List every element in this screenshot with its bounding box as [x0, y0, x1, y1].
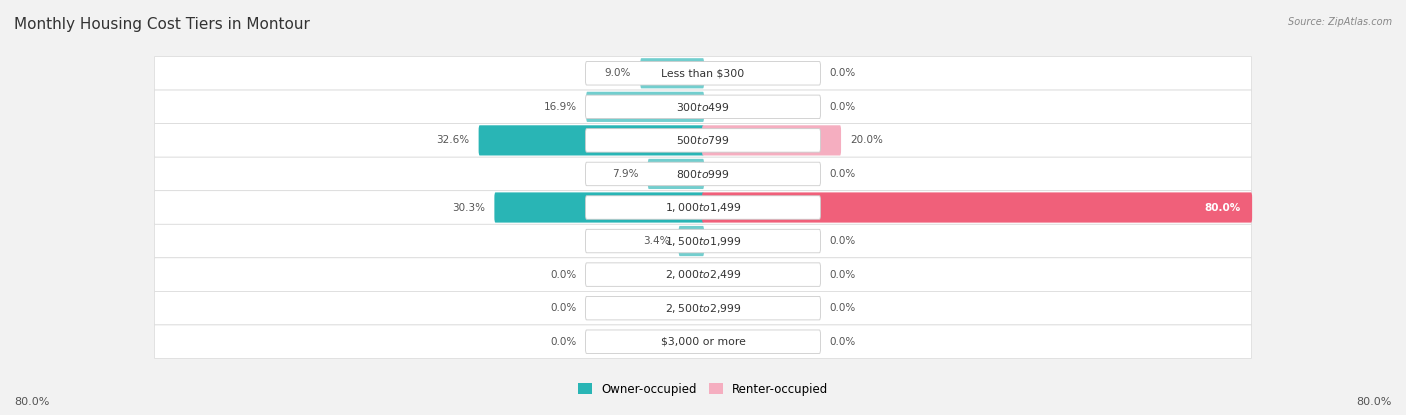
Text: Monthly Housing Cost Tiers in Montour: Monthly Housing Cost Tiers in Montour: [14, 17, 309, 32]
FancyBboxPatch shape: [155, 291, 1251, 325]
Text: Less than $300: Less than $300: [661, 68, 745, 78]
Text: 30.3%: 30.3%: [453, 203, 485, 212]
FancyBboxPatch shape: [585, 95, 821, 119]
FancyBboxPatch shape: [155, 124, 1251, 157]
Text: 3.4%: 3.4%: [643, 236, 669, 246]
FancyBboxPatch shape: [648, 159, 704, 189]
FancyBboxPatch shape: [155, 191, 1251, 224]
FancyBboxPatch shape: [585, 330, 821, 354]
Text: $1,500 to $1,999: $1,500 to $1,999: [665, 234, 741, 248]
FancyBboxPatch shape: [585, 296, 821, 320]
FancyBboxPatch shape: [702, 125, 841, 156]
FancyBboxPatch shape: [585, 129, 821, 152]
FancyBboxPatch shape: [585, 263, 821, 286]
FancyBboxPatch shape: [155, 258, 1251, 291]
FancyBboxPatch shape: [495, 193, 704, 222]
FancyBboxPatch shape: [585, 61, 821, 85]
FancyBboxPatch shape: [585, 196, 821, 219]
Text: 0.0%: 0.0%: [550, 270, 576, 280]
Text: $500 to $799: $500 to $799: [676, 134, 730, 146]
FancyBboxPatch shape: [155, 325, 1251, 359]
Text: 0.0%: 0.0%: [830, 270, 856, 280]
FancyBboxPatch shape: [155, 157, 1251, 191]
Text: $300 to $499: $300 to $499: [676, 101, 730, 113]
Text: 0.0%: 0.0%: [830, 337, 856, 347]
FancyBboxPatch shape: [640, 58, 704, 88]
Text: $800 to $999: $800 to $999: [676, 168, 730, 180]
Text: 0.0%: 0.0%: [830, 68, 856, 78]
Text: 0.0%: 0.0%: [830, 303, 856, 313]
Text: 80.0%: 80.0%: [14, 397, 49, 407]
FancyBboxPatch shape: [586, 92, 704, 122]
FancyBboxPatch shape: [679, 226, 704, 256]
Text: 9.0%: 9.0%: [605, 68, 631, 78]
FancyBboxPatch shape: [155, 56, 1251, 90]
Text: 80.0%: 80.0%: [1357, 397, 1392, 407]
Text: 32.6%: 32.6%: [436, 135, 470, 145]
Text: 0.0%: 0.0%: [830, 169, 856, 179]
Text: $1,000 to $1,499: $1,000 to $1,499: [665, 201, 741, 214]
Text: $2,500 to $2,999: $2,500 to $2,999: [665, 302, 741, 315]
FancyBboxPatch shape: [478, 125, 704, 156]
Text: 16.9%: 16.9%: [544, 102, 576, 112]
Text: 20.0%: 20.0%: [851, 135, 883, 145]
Text: 0.0%: 0.0%: [830, 236, 856, 246]
FancyBboxPatch shape: [155, 90, 1251, 124]
Text: 0.0%: 0.0%: [830, 102, 856, 112]
FancyBboxPatch shape: [585, 162, 821, 186]
Legend: Owner-occupied, Renter-occupied: Owner-occupied, Renter-occupied: [572, 378, 834, 400]
Text: 7.9%: 7.9%: [612, 169, 638, 179]
FancyBboxPatch shape: [585, 229, 821, 253]
FancyBboxPatch shape: [702, 193, 1253, 222]
Text: $3,000 or more: $3,000 or more: [661, 337, 745, 347]
Text: $2,000 to $2,499: $2,000 to $2,499: [665, 268, 741, 281]
FancyBboxPatch shape: [155, 224, 1251, 258]
Text: Source: ZipAtlas.com: Source: ZipAtlas.com: [1288, 17, 1392, 27]
Text: 0.0%: 0.0%: [550, 337, 576, 347]
Text: 80.0%: 80.0%: [1205, 203, 1241, 212]
Text: 0.0%: 0.0%: [550, 303, 576, 313]
